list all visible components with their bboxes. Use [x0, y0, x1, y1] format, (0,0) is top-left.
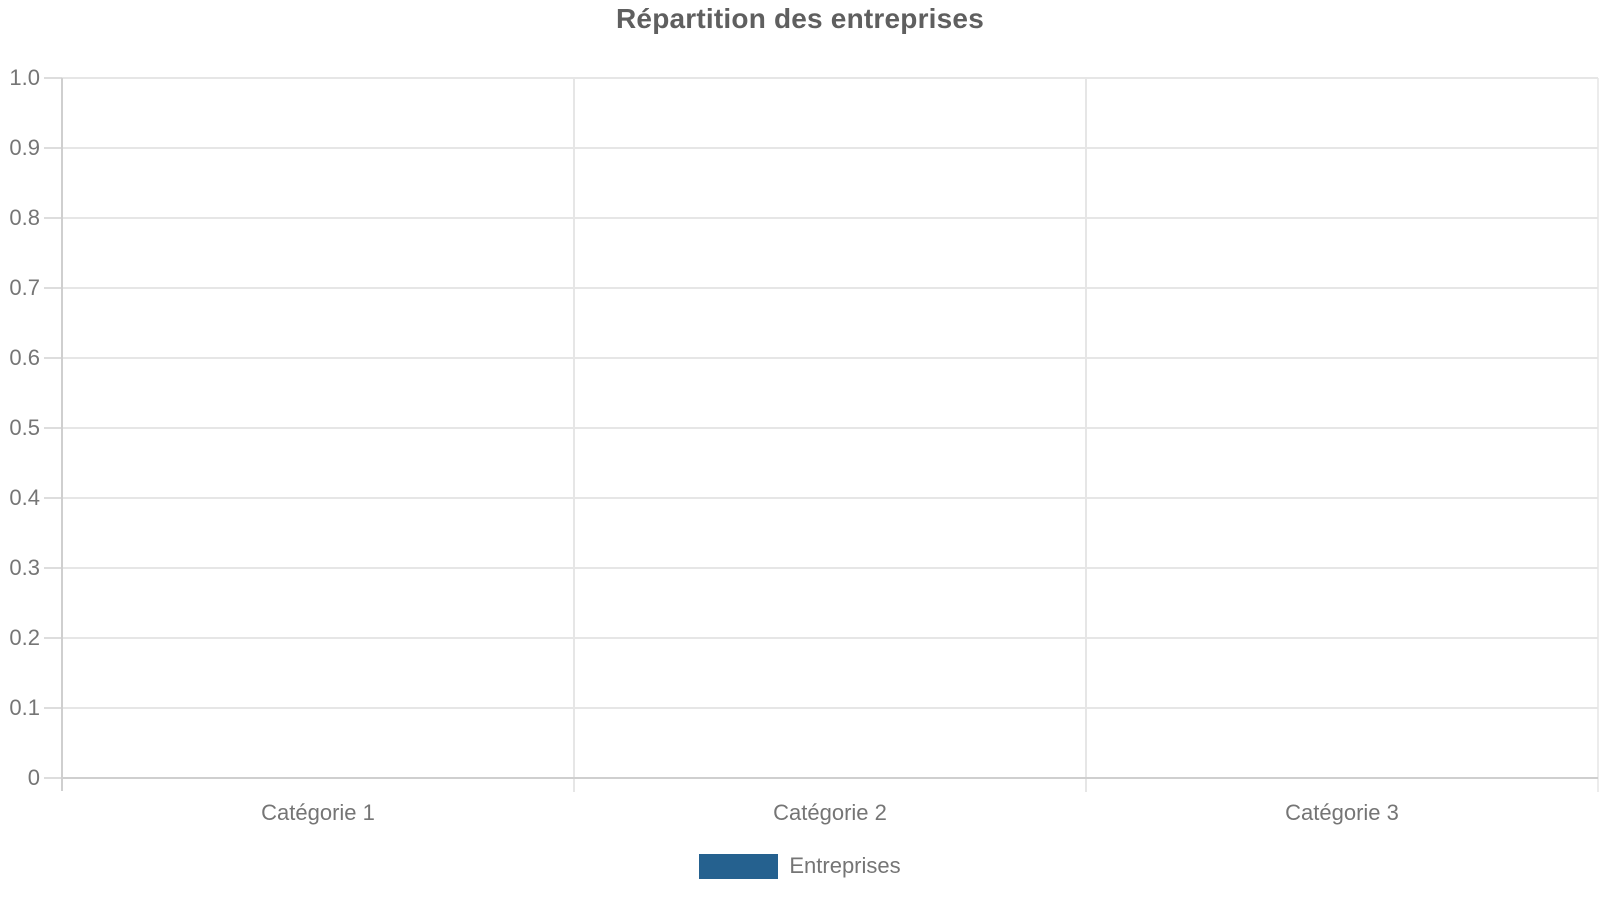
y-axis-line: [61, 78, 63, 791]
y-tick-mark: [44, 637, 62, 639]
y-gridline: [62, 147, 1598, 149]
y-tick-label: 0.1: [9, 695, 40, 720]
y-gridline: [62, 287, 1598, 289]
y-tick-mark: [44, 567, 62, 569]
y-tick-mark: [44, 147, 62, 149]
y-gridline: [62, 707, 1598, 709]
y-tick-label: 0.8: [9, 205, 40, 230]
legend: Entreprises: [0, 852, 1600, 880]
category-separator: [1085, 78, 1087, 792]
y-tick-mark: [44, 77, 62, 79]
y-tick-label: 0.5: [9, 415, 40, 440]
plot-right-border: [1597, 78, 1599, 792]
legend-swatch: [699, 853, 779, 879]
y-gridline: [62, 637, 1598, 639]
y-tick-mark: [44, 707, 62, 709]
y-tick-label: 0.2: [9, 625, 40, 650]
y-axis-labels: 0 0.1 0.2 0.3 0.4 0.5 0.6 0.7 0.8 0.9 1.0: [0, 67, 40, 789]
y-tick-mark: [44, 357, 62, 359]
x-axis-baseline: [62, 777, 1598, 779]
y-tick-label: 0.9: [9, 135, 40, 160]
y-gridline: [62, 427, 1598, 429]
x-category-label: Catégorie 3: [1285, 800, 1399, 825]
legend-item-entreprises[interactable]: Entreprises: [699, 853, 901, 879]
y-gridline: [62, 497, 1598, 499]
plot-area: [61, 77, 1599, 792]
y-tick-label: 1.0: [9, 65, 40, 90]
y-axis-ticks: [44, 77, 62, 779]
y-tick-label: 0.3: [9, 555, 40, 580]
x-category-label: Catégorie 2: [773, 800, 887, 825]
chart-title: Répartition des entreprises: [616, 3, 984, 34]
y-gridline: [62, 357, 1598, 359]
legend-label: Entreprises: [789, 853, 901, 878]
y-tick-mark: [44, 777, 62, 779]
y-tick-mark: [44, 287, 62, 289]
y-tick-mark: [44, 217, 62, 219]
x-category-label: Catégorie 1: [261, 800, 375, 825]
y-tick-label: 0.7: [9, 275, 40, 300]
y-gridline: [62, 77, 1598, 79]
y-gridline: [62, 567, 1598, 569]
x-axis-labels: Catégorie 1 Catégorie 2 Catégorie 3: [62, 800, 1598, 830]
category-separator: [573, 78, 575, 792]
y-tick-label: 0.4: [9, 485, 40, 510]
y-tick-label: 0.6: [9, 345, 40, 370]
y-tick-mark: [44, 427, 62, 429]
y-tick-label: 0: [27, 765, 40, 790]
y-tick-mark: [44, 497, 62, 499]
y-gridline: [62, 217, 1598, 219]
